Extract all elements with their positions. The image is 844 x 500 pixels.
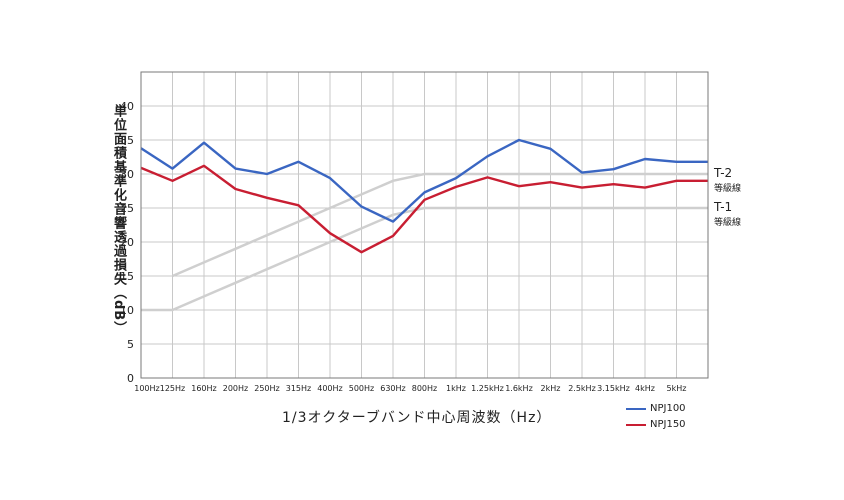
x-tick-label: 800Hz [412, 384, 437, 393]
x-tick-label: 250Hz [254, 384, 279, 393]
x-tick-label: 3.15kHz [597, 384, 630, 393]
x-tick-label: 200Hz [223, 384, 248, 393]
x-tick-label: 125Hz [160, 384, 185, 393]
y-tick-label: 5 [127, 338, 134, 351]
reference-line-t-1 [141, 206, 708, 312]
reference-labels: T-2 等級線 T-1 等級線 [713, 166, 741, 228]
x-tick-label: 100Hz [134, 384, 159, 393]
y-tick-label: 0 [127, 372, 134, 385]
x-tick-label: 2kHz [541, 384, 561, 393]
x-tick-label: 1.6kHz [505, 384, 533, 393]
x-tick-label: 630Hz [380, 384, 405, 393]
y-tick-label: 10 [120, 304, 134, 317]
reference-label-t-2: T-2 [713, 166, 732, 180]
x-tick-label: 315Hz [286, 384, 311, 393]
y-tick-label: 30 [120, 168, 134, 181]
y-tick-label: 25 [120, 202, 134, 215]
legend-item-npj100: NPJ100 [626, 403, 686, 414]
reference-lines [141, 172, 708, 312]
x-tick-label: 500Hz [349, 384, 374, 393]
reference-label-t-1: T-1 [713, 200, 732, 214]
legend-swatch-npj150 [626, 423, 646, 426]
legend-label-npj100: NPJ100 [650, 403, 686, 414]
x-tick-label: 2.5kHz [568, 384, 596, 393]
y-tick-label: 35 [120, 134, 134, 147]
x-tick-label: 160Hz [191, 384, 216, 393]
reference-line-t-2 [172, 172, 708, 278]
y-tick-label: 40 [120, 100, 134, 113]
legend-swatch-npj100 [626, 407, 646, 410]
x-axis-label: 1/3オクターブバンド中心周波数（Hz） [282, 410, 552, 426]
x-tick-label: 5kHz [667, 384, 687, 393]
x-tick-label: 400Hz [317, 384, 342, 393]
grid [140, 72, 709, 379]
y-tick-label: 20 [120, 236, 134, 249]
reference-sublabel-t-2: 等級線 [714, 182, 741, 194]
x-tick-label: 1kHz [446, 384, 466, 393]
legend-label-npj150: NPJ150 [650, 419, 686, 430]
series-line-npj100 [140, 138, 708, 223]
y-tick-labels: 0 5 10 15 20 25 30 35 40 [120, 100, 134, 385]
y-tick-label: 15 [120, 270, 134, 283]
legend-item-npj150: NPJ150 [626, 419, 686, 430]
y-axis-label: 単位面積基準化音響透過損失（dB） [111, 104, 126, 336]
plot-frame [140, 71, 709, 379]
x-tick-labels: 100Hz 125Hz 160Hz 200Hz 250Hz 315Hz 400Hz 500Hz… [134, 384, 686, 393]
series-lines [140, 138, 708, 254]
x-tick-label: 4kHz [635, 384, 655, 393]
series-line-npj150 [140, 164, 708, 254]
reference-sublabel-t-1: 等級線 [714, 216, 741, 228]
x-tick-label: 1.25kHz [471, 384, 504, 393]
